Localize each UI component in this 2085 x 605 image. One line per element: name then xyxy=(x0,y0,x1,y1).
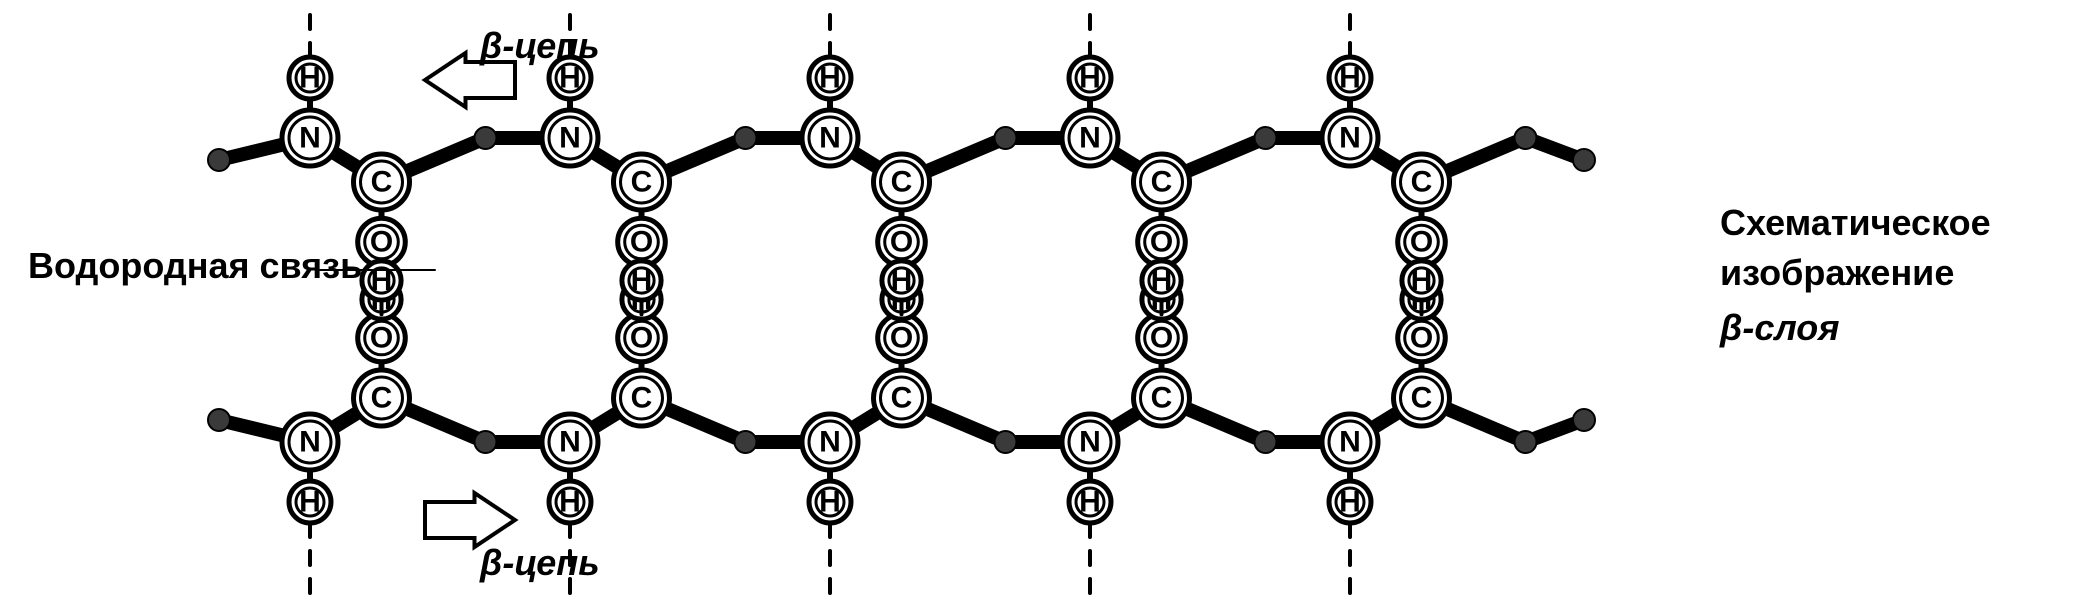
atom-label-c: C xyxy=(1151,166,1173,199)
atom-label-o: O xyxy=(890,226,913,259)
atom-label-h: H xyxy=(1339,486,1361,519)
atom-label-c: C xyxy=(891,166,913,199)
atom-label-h: H xyxy=(631,264,653,297)
atom-label-n: N xyxy=(1079,122,1101,155)
atom-label-n: N xyxy=(559,122,581,155)
atom-label-c: C xyxy=(1151,382,1173,415)
atom-label-c: C xyxy=(1411,382,1433,415)
atom-label-n: N xyxy=(559,426,581,459)
atom-label-h: H xyxy=(1151,264,1173,297)
atom-label-h: H xyxy=(1079,486,1101,519)
atom-label-h: H xyxy=(559,486,581,519)
label-beta-top: β-цепь xyxy=(479,25,600,66)
atom-label-c: C xyxy=(631,382,653,415)
label-beta-bottom: β-цепь xyxy=(479,542,600,583)
caption-line-3: β-слоя xyxy=(1719,307,1839,348)
atom-label-h: H xyxy=(1339,62,1361,95)
atom-label-h: H xyxy=(1079,62,1101,95)
atom-label-o: O xyxy=(1150,226,1173,259)
atom-label-n: N xyxy=(819,122,841,155)
atom-label-h: H xyxy=(891,264,913,297)
atom-label-h: H xyxy=(299,486,321,519)
atom-label-c: C xyxy=(371,166,393,199)
atom-label-o: O xyxy=(370,322,393,355)
atom-label-h: H xyxy=(371,264,393,297)
atom-label-h: H xyxy=(1411,264,1433,297)
atom-label-o: O xyxy=(370,226,393,259)
atom-label-n: N xyxy=(1079,426,1101,459)
atom-label-n: N xyxy=(299,122,321,155)
atom-label-n: N xyxy=(819,426,841,459)
atom-label-h: H xyxy=(559,62,581,95)
atom-label-c: C xyxy=(371,382,393,415)
atom-label-n: N xyxy=(299,426,321,459)
atom-label-o: O xyxy=(1410,226,1433,259)
atom-label-n: N xyxy=(1339,426,1361,459)
atom-label-h: H xyxy=(819,486,841,519)
caption-line-2: изображение xyxy=(1720,252,1954,293)
atom-label-o: O xyxy=(630,322,653,355)
label-hbond: Водородная связь xyxy=(28,245,362,286)
caption-line-1: Схематическое xyxy=(1720,202,1991,243)
atom-label-h: H xyxy=(819,62,841,95)
atom-label-c: C xyxy=(891,382,913,415)
atom-label-o: O xyxy=(890,322,913,355)
atom-label-h: H xyxy=(299,62,321,95)
atom-label-c: C xyxy=(631,166,653,199)
atom-label-n: N xyxy=(1339,122,1361,155)
atom-label-o: O xyxy=(630,226,653,259)
atom-label-c: C xyxy=(1411,166,1433,199)
atom-label-o: O xyxy=(1150,322,1173,355)
atom-label-o: O xyxy=(1410,322,1433,355)
